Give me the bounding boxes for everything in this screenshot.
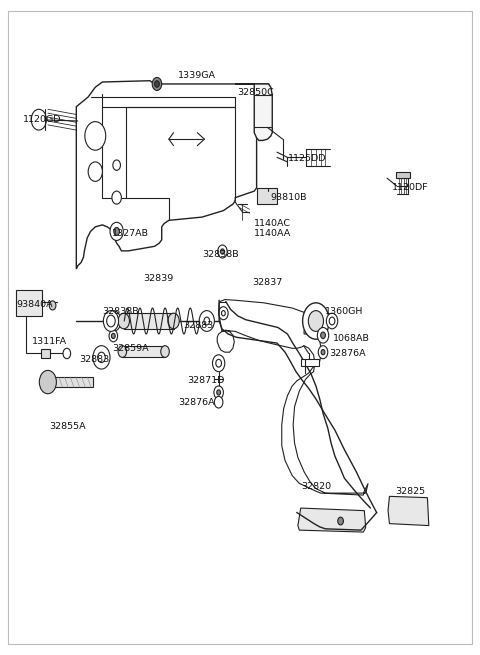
Circle shape <box>49 301 56 310</box>
Circle shape <box>114 227 120 235</box>
Bar <box>396 172 410 178</box>
Circle shape <box>161 346 169 358</box>
Circle shape <box>326 313 338 329</box>
Circle shape <box>329 317 335 325</box>
Circle shape <box>110 317 116 325</box>
Circle shape <box>118 313 130 329</box>
Circle shape <box>111 333 115 339</box>
Circle shape <box>107 315 115 327</box>
Circle shape <box>112 191 121 204</box>
Circle shape <box>216 360 221 367</box>
Polygon shape <box>298 508 366 532</box>
Circle shape <box>103 310 119 331</box>
Text: 93840A: 93840A <box>16 300 53 309</box>
Circle shape <box>88 162 102 181</box>
Circle shape <box>220 249 224 254</box>
Circle shape <box>118 346 127 358</box>
Circle shape <box>204 317 210 325</box>
Text: 32883: 32883 <box>183 321 213 330</box>
Circle shape <box>215 396 223 408</box>
Circle shape <box>338 517 343 525</box>
Text: 32837: 32837 <box>252 278 282 286</box>
Circle shape <box>110 222 123 240</box>
Circle shape <box>155 81 159 87</box>
Text: 1120GD: 1120GD <box>23 115 61 124</box>
Text: 32871D: 32871D <box>187 376 224 385</box>
Bar <box>48 377 93 387</box>
Text: 32876A: 32876A <box>329 349 366 358</box>
Circle shape <box>308 310 324 331</box>
Polygon shape <box>388 496 429 525</box>
Text: 32883: 32883 <box>80 356 110 364</box>
Circle shape <box>93 346 110 369</box>
Text: 1125DD: 1125DD <box>288 154 326 163</box>
Text: 32825: 32825 <box>396 487 426 496</box>
Circle shape <box>106 310 121 331</box>
Polygon shape <box>217 299 368 495</box>
Text: 32838B: 32838B <box>102 307 139 316</box>
Circle shape <box>221 310 225 316</box>
Circle shape <box>302 303 329 339</box>
Circle shape <box>63 348 71 359</box>
Text: 1360GH: 1360GH <box>325 307 364 316</box>
Polygon shape <box>76 81 271 269</box>
Text: 32838B: 32838B <box>202 250 239 259</box>
Circle shape <box>219 307 228 320</box>
Circle shape <box>217 390 220 395</box>
Text: 32855A: 32855A <box>49 422 86 431</box>
Text: 32850C: 32850C <box>238 88 275 97</box>
Circle shape <box>218 245 227 258</box>
Text: 1327AB: 1327AB <box>112 229 149 238</box>
Circle shape <box>214 386 223 399</box>
Text: 32820: 32820 <box>301 482 331 491</box>
Bar <box>41 349 50 358</box>
Circle shape <box>317 328 329 343</box>
Bar <box>16 290 42 316</box>
Text: 1339GA: 1339GA <box>179 71 216 80</box>
Text: 32859A: 32859A <box>112 344 148 353</box>
Circle shape <box>199 310 215 331</box>
Bar <box>301 359 319 366</box>
Circle shape <box>97 352 105 363</box>
Text: 32876A: 32876A <box>179 398 215 407</box>
Circle shape <box>85 122 106 150</box>
Circle shape <box>318 346 328 359</box>
Text: 1140AA: 1140AA <box>254 229 291 238</box>
Circle shape <box>168 313 179 329</box>
Text: 32839: 32839 <box>143 274 173 283</box>
Circle shape <box>321 332 325 339</box>
Circle shape <box>109 330 118 342</box>
Circle shape <box>39 370 56 394</box>
Circle shape <box>213 355 225 371</box>
Bar <box>124 313 174 329</box>
Text: 1140AC: 1140AC <box>254 219 291 228</box>
Text: 1311FA: 1311FA <box>32 337 67 346</box>
Text: 1120DF: 1120DF <box>392 183 429 193</box>
Circle shape <box>152 77 162 90</box>
Polygon shape <box>235 84 272 140</box>
Circle shape <box>31 109 47 130</box>
Text: 1068AB: 1068AB <box>333 334 370 343</box>
Bar <box>257 188 276 204</box>
Circle shape <box>321 350 325 355</box>
Circle shape <box>113 160 120 170</box>
Bar <box>122 346 165 358</box>
Text: 93810B: 93810B <box>271 193 307 202</box>
